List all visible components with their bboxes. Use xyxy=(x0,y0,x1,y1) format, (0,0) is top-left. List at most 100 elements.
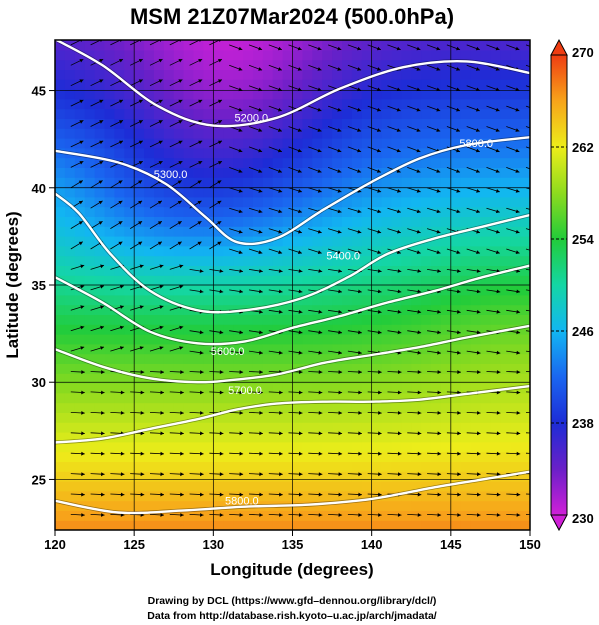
wind-arrow-head xyxy=(160,390,164,395)
heatmap-cell xyxy=(144,108,155,119)
heatmap-cell xyxy=(351,432,363,443)
heatmap-cell xyxy=(391,392,402,404)
heatmap-cell xyxy=(450,98,462,110)
heatmap-cell xyxy=(292,373,303,384)
heatmap-cell xyxy=(332,500,343,511)
heatmap-cell xyxy=(94,304,106,315)
heatmap-cell xyxy=(440,275,452,286)
heatmap-cell xyxy=(411,206,422,217)
heatmap-cell xyxy=(312,304,323,315)
heatmap-cell xyxy=(272,490,284,502)
heatmap-cell xyxy=(490,245,501,257)
heatmap-cell xyxy=(401,40,412,51)
heatmap-cell xyxy=(450,255,462,266)
wind-arrow-head xyxy=(298,390,303,395)
heatmap-cell xyxy=(302,392,313,404)
heatmap-cell xyxy=(510,490,521,502)
wind-arrow-head xyxy=(219,370,224,374)
heatmap-cell xyxy=(361,471,373,482)
wind-arrow-head xyxy=(258,229,263,234)
heatmap-cell xyxy=(163,206,175,217)
heatmap-cell xyxy=(450,196,462,208)
heatmap-cell xyxy=(243,422,254,433)
heatmap-cell xyxy=(124,98,135,110)
heatmap-cell xyxy=(411,353,422,364)
heatmap-cell xyxy=(351,98,363,110)
heatmap-cell xyxy=(510,363,521,374)
wind-arrow-head xyxy=(119,120,123,124)
heatmap-cell xyxy=(322,236,333,247)
wind-arrow-head xyxy=(397,229,401,234)
heatmap-cell xyxy=(342,196,353,208)
heatmap-cell xyxy=(134,79,145,90)
heatmap-cell xyxy=(252,353,264,364)
wind-arrow-head xyxy=(535,128,539,132)
heatmap-cell xyxy=(104,187,115,198)
heatmap-cell xyxy=(144,89,155,100)
heatmap-cell xyxy=(401,471,412,482)
heatmap-cell xyxy=(84,59,96,70)
heatmap-cell xyxy=(401,59,412,70)
wind-arrow-shaft xyxy=(189,40,201,46)
wind-arrow-head xyxy=(317,67,322,71)
heatmap-cell xyxy=(460,373,472,384)
heatmap-cell xyxy=(500,167,511,178)
wind-arrow-head xyxy=(278,229,283,234)
heatmap-cell xyxy=(203,275,214,286)
heatmap-cell xyxy=(233,59,244,70)
heatmap-cell xyxy=(203,422,214,433)
heatmap-cell xyxy=(55,441,66,453)
heatmap-cell xyxy=(223,69,234,80)
heatmap-cell xyxy=(183,304,195,315)
heatmap-cell xyxy=(74,108,86,119)
heatmap-cell xyxy=(480,49,491,61)
heatmap-cell xyxy=(94,461,106,472)
wind-arrow-head xyxy=(318,390,323,395)
heatmap-cell xyxy=(381,255,393,266)
heatmap-cell xyxy=(490,167,501,178)
heatmap-cell xyxy=(490,294,501,306)
heatmap-cell xyxy=(144,402,155,413)
wind-arrow-head xyxy=(437,269,441,273)
heatmap-cell xyxy=(381,49,393,61)
heatmap-cell xyxy=(361,245,373,257)
heatmap-cell xyxy=(144,128,155,139)
heatmap-cell xyxy=(500,402,511,413)
heatmap-cell xyxy=(282,59,294,70)
heatmap-cell xyxy=(173,245,185,257)
heatmap-cell xyxy=(381,304,393,315)
wind-arrow-head xyxy=(217,221,222,225)
heatmap-cell xyxy=(233,187,244,198)
wind-arrow-head xyxy=(456,107,460,112)
heatmap-cell xyxy=(440,196,452,208)
wind-arrow-head xyxy=(157,221,162,225)
heatmap-cell xyxy=(510,422,521,433)
heatmap-cell xyxy=(312,510,323,521)
heatmap-cell xyxy=(233,196,244,208)
wind-arrow-shaft xyxy=(525,146,530,149)
heatmap-cell xyxy=(213,392,224,404)
heatmap-cell xyxy=(302,275,313,286)
wind-arrow-head xyxy=(239,370,244,374)
heatmap-cell xyxy=(460,245,472,257)
wind-arrow-head xyxy=(358,411,362,415)
heatmap-cell xyxy=(163,353,175,364)
heatmap-cell xyxy=(223,196,234,208)
heatmap-cell xyxy=(262,383,274,394)
heatmap-cell xyxy=(104,402,115,413)
heatmap-cell xyxy=(450,236,462,247)
heatmap-cell xyxy=(233,432,244,443)
heatmap-cell xyxy=(312,167,323,178)
heatmap-cell xyxy=(154,147,165,159)
contour-label: 5600.0 xyxy=(211,346,245,358)
heatmap-cell xyxy=(312,471,323,482)
heatmap-cell xyxy=(243,353,254,364)
heatmap-cell xyxy=(421,79,432,90)
heatmap-cell xyxy=(163,500,175,511)
heatmap-cell xyxy=(312,59,323,70)
heatmap-cell xyxy=(322,187,333,198)
wind-arrow-head xyxy=(358,472,362,477)
heatmap-cell xyxy=(401,324,412,335)
wind-arrow-head xyxy=(337,169,342,173)
heatmap-cell xyxy=(55,422,66,433)
